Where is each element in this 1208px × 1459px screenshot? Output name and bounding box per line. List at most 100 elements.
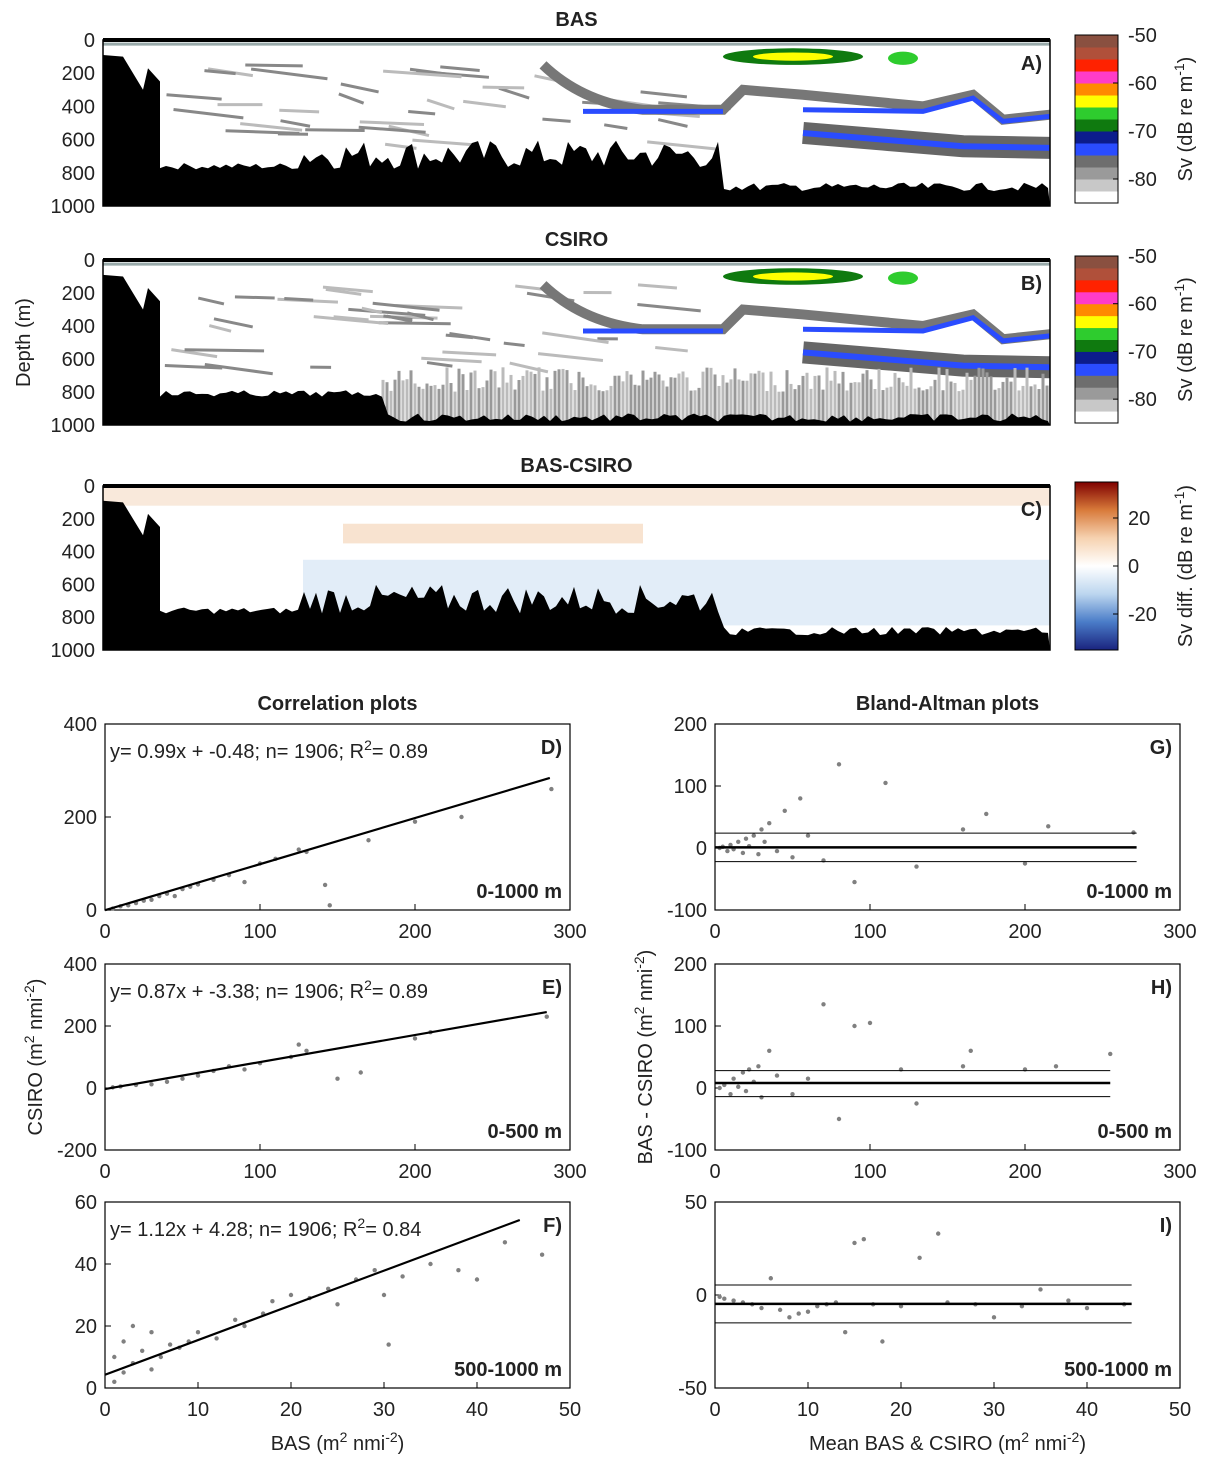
panel-label: G)	[1150, 737, 1172, 759]
y-tick-label: 200	[62, 63, 95, 85]
scattering-layer	[539, 61, 1050, 125]
colorbar-band	[1075, 59, 1118, 72]
scatter-layer	[657, 118, 688, 128]
data-point	[539, 1252, 545, 1257]
scatter-layer	[184, 348, 265, 353]
x-axis-label-part: 2	[340, 1429, 348, 1445]
axes-frame	[714, 963, 1181, 1151]
x-tick-label: 100	[243, 1161, 276, 1183]
equation-part: 2	[357, 1215, 365, 1231]
x-tick-label: 300	[1163, 1161, 1196, 1183]
colorbar-band	[1075, 191, 1118, 204]
equation-part: = 0.84	[365, 1219, 421, 1241]
data-point	[852, 879, 857, 885]
colorbar-label-part: Sv (dB re m	[1175, 296, 1197, 402]
scatter-layer	[503, 341, 525, 348]
equation: y= 0.99x + -0.48; n= 1906; R2= 0.89	[110, 737, 428, 763]
panel-title: CSIRO	[545, 229, 608, 251]
colorbar-band	[1075, 47, 1118, 60]
scatter-layer	[463, 99, 507, 109]
y-tick-label: 400	[62, 542, 95, 564]
equation: y= 1.12x + 4.28; n= 1906; R2= 0.84	[110, 1215, 421, 1241]
y-tick-label: 0	[86, 900, 97, 922]
regression-line	[104, 1218, 521, 1376]
x-axis-label-part: nmi	[1029, 1433, 1067, 1455]
data-point	[743, 836, 749, 841]
scatter-layer	[250, 67, 328, 81]
y-tick-label: 400	[64, 714, 97, 736]
scatter-layer	[313, 315, 389, 326]
scatter-layer	[305, 128, 365, 133]
data-point	[121, 1339, 126, 1344]
y-tick-label: 800	[62, 607, 95, 629]
y-axis-label-part: -2	[21, 985, 37, 998]
data-point	[400, 1274, 405, 1279]
scatter-layer	[279, 108, 320, 114]
data-point	[728, 842, 733, 848]
colorbar-frame	[1074, 255, 1119, 424]
colorbar-label-part: -1	[1171, 491, 1187, 504]
y-tick-label: 50	[685, 1192, 707, 1214]
y-axis-label-part: CSIRO (m	[25, 1043, 47, 1135]
data-point	[805, 1309, 811, 1314]
echogram-image	[103, 260, 1050, 425]
scattering-patch	[888, 51, 918, 65]
data-point	[914, 864, 919, 869]
scattering-patch	[753, 272, 833, 281]
depth-layer: 0-1000 m	[1086, 881, 1172, 903]
y-tick-label: -100	[667, 900, 707, 922]
scatter-layer	[164, 363, 223, 370]
data-point	[195, 1073, 201, 1078]
data-point	[790, 1092, 795, 1097]
colorbar-label-part: -1	[1171, 284, 1187, 297]
data-point	[549, 786, 554, 792]
axes-frame	[104, 963, 571, 1151]
y-axis-label-part: BAS - CSIRO (m	[635, 1014, 657, 1164]
diff-tint	[103, 486, 1050, 506]
scatter-layer	[383, 69, 462, 79]
x-axis-label-part: BAS (m	[271, 1433, 340, 1455]
scatter-layer	[213, 317, 254, 329]
colorbar-band	[1075, 267, 1118, 281]
x-axis-label: BAS (m2 nmi-2)	[271, 1429, 405, 1455]
x-tick-label: 40	[1076, 1399, 1098, 1421]
data-point	[984, 811, 989, 817]
scatter-layer	[498, 86, 530, 100]
colorbar-label-part: )	[1175, 485, 1197, 492]
data-point	[960, 1064, 966, 1069]
scatter-layer	[208, 324, 232, 333]
data-point	[836, 1116, 842, 1122]
axes-frame	[104, 723, 571, 911]
diff-tint	[343, 523, 643, 544]
colorbar-label: Sv (dB re m-1)	[1171, 57, 1197, 182]
scattering-layer	[802, 349, 1050, 371]
colorbar-label: Sv diff. (dB re m-1)	[1171, 485, 1197, 647]
data-point	[381, 1292, 387, 1298]
scatter-layer	[245, 63, 303, 68]
colorbar-tick-label: -20	[1128, 604, 1157, 626]
x-tick-label: 20	[890, 1399, 912, 1421]
data-point	[1022, 861, 1028, 866]
data-point	[968, 1048, 973, 1054]
data-point	[843, 1330, 848, 1335]
scatter-layer	[409, 67, 447, 76]
x-tick-label: 10	[797, 1399, 819, 1421]
data-point	[759, 827, 764, 832]
scatter-layer	[322, 285, 373, 294]
y-axis-label-part: )	[25, 979, 47, 986]
data-point	[140, 1348, 145, 1354]
panel-label: B)	[1021, 273, 1042, 295]
y-tick-label: -50	[678, 1378, 707, 1400]
x-tick-label: 40	[466, 1399, 488, 1421]
scatter-layer	[445, 333, 474, 340]
seabed	[103, 274, 1050, 425]
data-point	[777, 1307, 783, 1313]
x-tick-label: 50	[559, 1399, 581, 1421]
x-tick-label: 100	[853, 1161, 886, 1183]
panel-label: A)	[1021, 53, 1042, 75]
data-point	[782, 808, 787, 813]
y-tick-label: 800	[62, 163, 95, 185]
scattering-layer	[539, 281, 1050, 345]
scatter-layer	[426, 361, 453, 368]
data-point	[736, 1084, 741, 1089]
